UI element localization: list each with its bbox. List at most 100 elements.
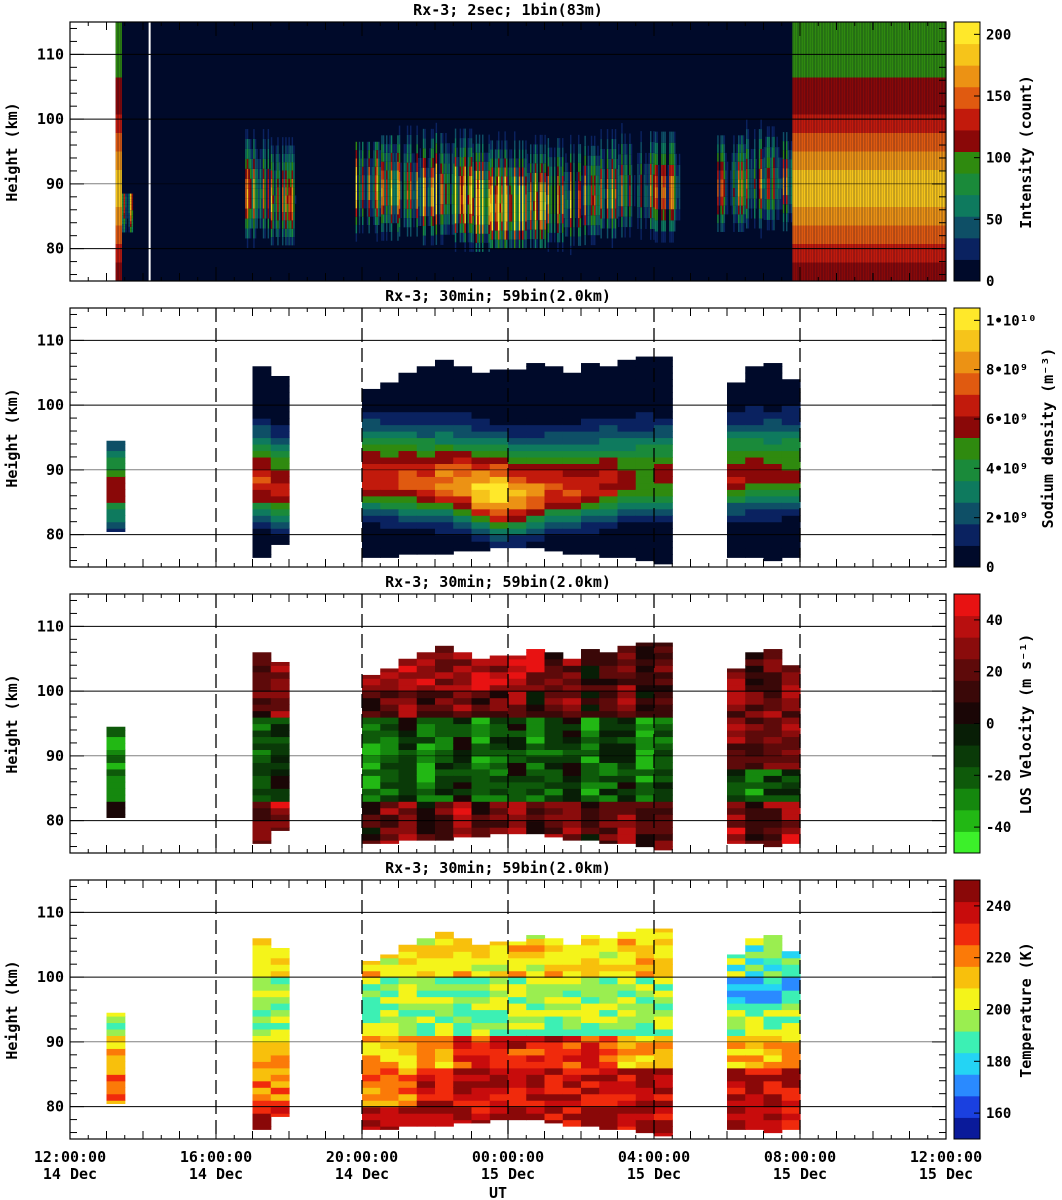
intensity-stripe [933, 40, 935, 59]
intensity-stripe [451, 173, 454, 184]
intensity-stripe [360, 208, 362, 217]
intensity-stripe [986, 133, 987, 152]
intensity-stripe [885, 96, 887, 115]
intensity-stripe [458, 204, 460, 214]
intensity-stripe [475, 206, 478, 216]
intensity-stripe [270, 212, 273, 221]
intensity-stripe [840, 225, 842, 244]
intensity-stripe [576, 190, 578, 200]
intensity-stripe [374, 150, 377, 159]
intensity-stripe [565, 181, 567, 191]
intensity-stripe [358, 175, 361, 184]
intensity-stripe [824, 207, 826, 226]
intensity-stripe [1031, 59, 1032, 78]
intensity-stripe [472, 224, 474, 234]
intensity-stripe [475, 161, 478, 171]
intensity-stripe [534, 210, 537, 221]
intensity-stripe [842, 133, 844, 152]
intensity-stripe [808, 207, 810, 226]
intensity-stripe [381, 196, 383, 206]
intensity-stripe [1037, 59, 1038, 78]
intensity-stripe [267, 228, 270, 239]
intensity-stripe [720, 144, 722, 153]
intensity-stripe [270, 170, 273, 179]
intensity-stripe [843, 133, 846, 152]
intensity-stripe [589, 215, 591, 226]
intensity-stripe [739, 135, 742, 145]
intensity-stripe [794, 207, 796, 226]
intensity-stripe [634, 195, 636, 207]
intensity-stripe [478, 233, 481, 243]
intensity-stripe [813, 170, 815, 189]
intensity-stripe [293, 220, 295, 229]
intensity-stripe [386, 223, 388, 232]
intensity-stripe [893, 188, 895, 207]
intensity-stripe [574, 181, 577, 191]
intensity-stripe [832, 262, 834, 281]
intensity-stripe [264, 168, 266, 179]
intensity-stripe [894, 188, 897, 207]
intensity-stripe [1050, 226, 1051, 245]
intensity-stripe [1050, 189, 1051, 208]
intensity-stripe [115, 170, 118, 189]
intensity-stripe [1015, 59, 1016, 78]
intensity-stripe [1058, 226, 1059, 245]
intensity-stripe [442, 153, 444, 164]
intensity-stripe [398, 208, 401, 219]
intensity-stripe [1036, 152, 1037, 171]
intensity-stripe [986, 59, 987, 78]
intensity-stripe [936, 114, 938, 133]
intensity-stripe [802, 114, 804, 133]
intensity-stripe [397, 144, 399, 153]
intensity-stripe [624, 143, 626, 155]
intensity-stripe [474, 215, 476, 225]
intensity-stripe [1060, 170, 1061, 189]
intensity-stripe [822, 133, 825, 152]
intensity-stripe [770, 199, 772, 210]
intensity-stripe [1010, 207, 1011, 226]
intensity-stripe [826, 133, 828, 152]
intensity-stripe [533, 172, 535, 183]
intensity-stripe [991, 59, 992, 78]
intensity-stripe [270, 220, 273, 229]
intensity-stripe [410, 208, 412, 219]
intensity-stripe [861, 133, 863, 152]
intensity-stripe [122, 229, 124, 233]
intensity-stripe [797, 133, 799, 152]
intensity-stripe [485, 206, 487, 216]
intensity-stripe [378, 183, 380, 192]
intensity-stripe [867, 22, 870, 41]
intensity-stripe [275, 162, 278, 171]
intensity-stripe [509, 230, 511, 240]
intensity-stripe [251, 208, 254, 219]
intensity-stripe [248, 218, 250, 229]
intensity-stripe [286, 153, 289, 163]
intensity-stripe [488, 134, 490, 144]
intensity-stripe [813, 151, 815, 170]
intensity-stripe [475, 224, 478, 234]
intensity-stripe [832, 96, 834, 115]
intensity-stripe [866, 207, 868, 226]
intensity-stripe [914, 225, 916, 244]
intensity-stripe [816, 114, 818, 133]
intensity-stripe [570, 162, 572, 172]
intensity-stripe [731, 152, 734, 162]
intensity-stripe [835, 262, 838, 281]
intensity-stripe [781, 188, 783, 200]
intensity-stripe [626, 195, 628, 207]
intensity-stripe [427, 187, 430, 197]
intensity-stripe [838, 244, 841, 263]
intensity-stripe [949, 59, 950, 78]
intensity-stripe [926, 170, 929, 189]
intensity-stripe [917, 96, 919, 115]
intensity-stripe [115, 40, 118, 59]
intensity-stripe [362, 150, 364, 159]
intensity-stripe [794, 22, 796, 41]
intensity-stripe [1044, 244, 1045, 263]
intensity-stripe [862, 40, 865, 59]
intensity-stripe [275, 203, 278, 213]
intensity-stripe [272, 212, 274, 221]
intensity-stripe [896, 59, 898, 78]
intensity-stripe [797, 22, 799, 41]
intensity-stripe [877, 40, 879, 59]
